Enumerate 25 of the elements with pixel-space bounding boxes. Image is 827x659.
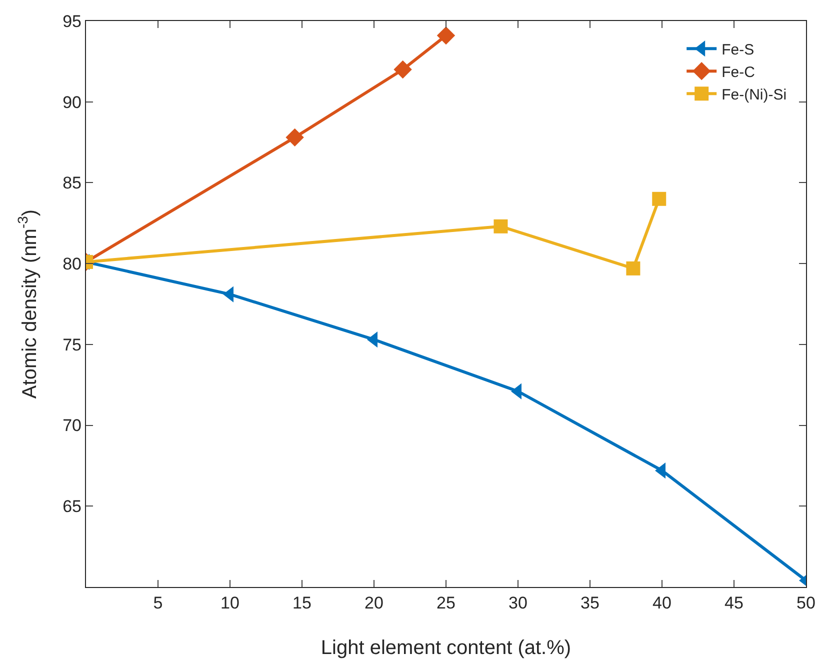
y-tick-label: 95 xyxy=(62,12,82,31)
y-tick-label: 80 xyxy=(62,254,82,274)
x-tick-label: 20 xyxy=(364,594,384,612)
x-tick-label: 30 xyxy=(508,594,528,612)
x-tick-label: 15 xyxy=(292,594,312,612)
y-tick-label: 85 xyxy=(62,174,82,193)
x-axis-title: Light element content (at.%) xyxy=(320,637,572,659)
x-tick-label: 45 xyxy=(724,594,744,612)
x-tick-label: 10 xyxy=(220,594,240,612)
x-tick-label: 25 xyxy=(436,594,456,612)
x-tick-label: 5 xyxy=(153,594,163,612)
point xyxy=(494,219,508,234)
x-tick-label: 35 xyxy=(580,594,600,612)
point xyxy=(394,60,412,79)
y-tick-label: 75 xyxy=(62,335,82,354)
x-tick-label: 50 xyxy=(796,594,816,612)
x-tick-label: 40 xyxy=(652,594,672,612)
legend-label: Fe-(Ni)-Si xyxy=(722,86,787,104)
legend-label: Fe-S xyxy=(722,41,754,58)
legend-label: Fe-C xyxy=(722,64,756,81)
y-tick-label: 65 xyxy=(62,497,82,516)
point xyxy=(436,26,456,45)
y-tick-label: 70 xyxy=(62,416,82,436)
y-tick-label: 90 xyxy=(62,92,82,112)
point xyxy=(286,128,304,147)
